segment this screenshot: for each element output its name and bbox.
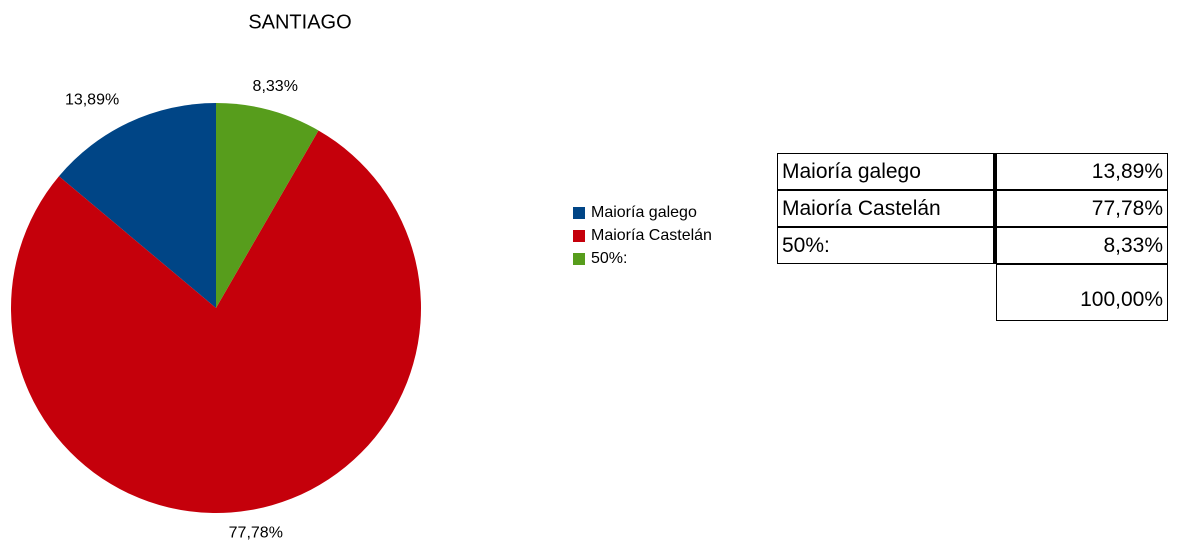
data-label: 8,33% — [253, 78, 298, 95]
legend-swatch — [573, 207, 585, 219]
table-cell: Maioría Castelán — [777, 190, 996, 227]
chart-title: SANTIAGO — [248, 11, 351, 33]
table-cell: 13,89% — [996, 153, 1168, 190]
legend-swatch — [573, 253, 585, 265]
table-cell: 8,33% — [996, 227, 1168, 264]
data-label: 13,89% — [65, 92, 119, 109]
data-label: 77,78% — [229, 525, 283, 542]
legend-label: 50%: — [591, 250, 627, 267]
pie-slice — [10, 130, 422, 513]
table-cell: 50%: — [777, 227, 996, 264]
table-cell: 77,78% — [996, 190, 1168, 227]
legend-label: Maioría galego — [591, 204, 697, 221]
pie-slice — [216, 103, 319, 308]
legend-swatch — [573, 230, 585, 242]
table-total: 100,00% — [996, 264, 1168, 321]
legend-label: Maioría Castelán — [591, 227, 712, 244]
pie-slice — [58, 103, 216, 308]
table-cell: Maioría galego — [777, 153, 996, 190]
